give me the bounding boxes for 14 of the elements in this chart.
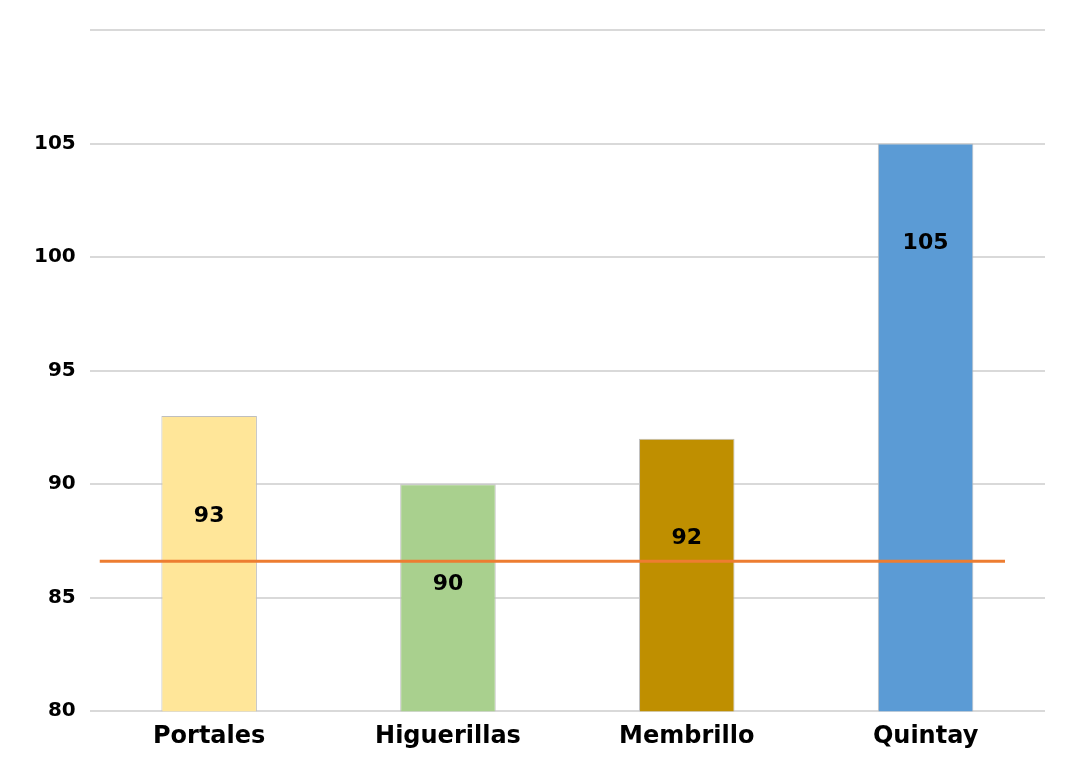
y-tick-label: 90 bbox=[47, 470, 76, 495]
x-tick-label: Quintay bbox=[872, 720, 979, 749]
y-tick-label: 100 bbox=[34, 243, 76, 268]
data-label: 92 bbox=[671, 524, 703, 550]
x-tick-label: Higuerillas bbox=[375, 720, 521, 749]
x-tick-label: Membrillo bbox=[619, 720, 755, 749]
data-label: 90 bbox=[432, 569, 464, 595]
data-label: 93 bbox=[193, 501, 225, 527]
y-tick-label: 80 bbox=[47, 697, 76, 722]
data-label: 105 bbox=[902, 229, 949, 255]
y-tick-label: 95 bbox=[47, 356, 76, 381]
y-tick-label: 105 bbox=[34, 129, 76, 154]
x-tick-label: Portales bbox=[152, 720, 266, 749]
y-tick-label: 85 bbox=[47, 583, 76, 608]
